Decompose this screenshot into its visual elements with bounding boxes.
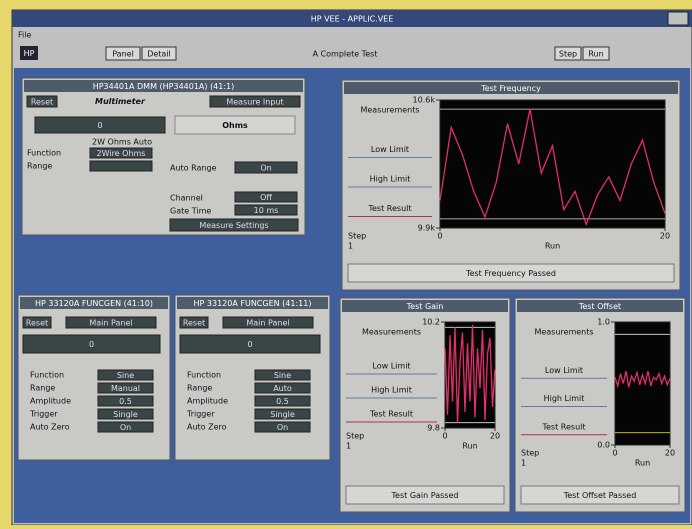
page: HP VEE - APPLIC.VEE File HP Panel Detail Step… xyxy=(0,0,692,525)
x-tick-label: 0 xyxy=(612,449,617,458)
trace-label: Low Limit xyxy=(545,366,583,375)
field-label: Amplitude xyxy=(30,397,71,406)
field-label: Trigger xyxy=(29,410,58,419)
main-panel-button: Main Panel xyxy=(246,319,289,328)
settings-button: Measure Settings xyxy=(199,221,268,230)
panel-title: HP 33120A FUNCGEN (41:11) xyxy=(194,299,312,308)
window-title: HP VEE - APPLIC.VEE xyxy=(311,15,394,24)
step-label: Step xyxy=(348,232,366,241)
trace-label: Low Limit xyxy=(372,362,410,371)
step-value: 1 xyxy=(521,459,526,468)
x-axis-label: Run xyxy=(545,242,560,251)
field-label: Auto Range xyxy=(170,164,217,173)
field-label: Amplitude xyxy=(187,397,228,406)
x-axis-label: Run xyxy=(635,459,650,468)
panel-title: HP34401A DMM (HP34401A) (41:1) xyxy=(93,82,235,91)
channel-value: Off xyxy=(260,193,272,202)
field-label: Channel xyxy=(170,194,203,203)
field-value: On xyxy=(120,423,131,432)
y-tick-label: 10.6k xyxy=(413,96,436,105)
x-tick-label: 20 xyxy=(660,232,670,241)
reading: 0 xyxy=(247,340,252,349)
reading: 0 xyxy=(89,340,94,349)
step-label: Step xyxy=(521,449,539,458)
field-value: Manual xyxy=(111,384,140,393)
field-value: 0.5 xyxy=(276,397,289,406)
panel-title: HP 33120A FUNCGEN (41:10) xyxy=(35,299,153,308)
logo-text: HP xyxy=(24,49,35,58)
field-label: Range xyxy=(187,384,212,393)
field-label: Function xyxy=(27,149,61,158)
trace-label: Measurements xyxy=(362,328,421,337)
field-value: On xyxy=(277,423,288,432)
field-label: Gate Time xyxy=(170,207,211,216)
status: Test Gain Passed xyxy=(391,491,459,500)
field-label: Range xyxy=(30,384,55,393)
step-label: Step xyxy=(346,432,364,441)
trace-label: High Limit xyxy=(371,386,412,395)
status: Test Offset Passed xyxy=(563,491,637,500)
x-tick-label: 0 xyxy=(437,232,442,241)
trace-label: High Limit xyxy=(370,175,411,184)
menu-item: File xyxy=(18,31,31,40)
auto-range-value: On xyxy=(260,164,271,173)
range-box[interactable] xyxy=(90,161,152,171)
y-tick-label: 0.0 xyxy=(597,441,610,450)
x-axis-label: Run xyxy=(462,442,477,451)
step-value: 1 xyxy=(346,442,351,451)
reset-button: Reset xyxy=(31,98,53,107)
x-tick-label: 20 xyxy=(490,432,500,441)
screen: HP VEE - APPLIC.VEE File HP Panel Detail Step… xyxy=(0,0,692,525)
trace-label: Test Result xyxy=(367,204,411,213)
field-label: Auto Zero xyxy=(30,423,70,432)
program-title: A Complete Test xyxy=(313,50,378,59)
trace-label: Measurements xyxy=(534,328,593,337)
panel-title: Test Offset xyxy=(578,302,621,311)
field-value: Single xyxy=(270,410,295,419)
field-label: Function xyxy=(30,371,64,380)
x-tick-label: 20 xyxy=(665,449,675,458)
field-label: Trigger xyxy=(186,410,215,419)
toolbar-button-label: Panel xyxy=(112,50,134,59)
status: Test Frequency Passed xyxy=(465,269,556,278)
field-value: Sine xyxy=(274,371,291,380)
reset-button: Reset xyxy=(26,319,48,328)
units: Ohms xyxy=(222,121,248,130)
field-label: Auto Zero xyxy=(187,423,227,432)
field-value: Sine xyxy=(117,371,134,380)
field-value: Single xyxy=(113,410,138,419)
toolbar-button-label: Run xyxy=(588,50,603,59)
mode: 2W Ohms Auto xyxy=(92,138,152,147)
toolbar-button-label: Step xyxy=(559,50,577,59)
plot-area xyxy=(445,322,495,428)
gate-value: 10 ms xyxy=(254,206,279,215)
field-label: Function xyxy=(187,371,221,380)
trace-label: Low Limit xyxy=(371,145,409,154)
field-value: Auto xyxy=(273,384,292,393)
field-value: 0.5 xyxy=(119,397,132,406)
hold-button: Measure Input xyxy=(226,98,283,107)
y-tick-label: 1.0 xyxy=(597,318,610,327)
y-tick-label: 9.8 xyxy=(427,424,440,433)
y-tick-label: 9.9k xyxy=(418,224,436,233)
field-label: Range xyxy=(27,162,52,171)
step-value: 1 xyxy=(348,242,353,251)
panel-title: Test Frequency xyxy=(480,84,541,93)
x-tick-label: 0 xyxy=(442,432,447,441)
toolbar-button-label: Detail xyxy=(147,50,171,59)
main-panel-button: Main Panel xyxy=(89,319,132,328)
y-tick-label: 10.2 xyxy=(422,318,440,327)
trace-label: Test Result xyxy=(541,422,585,431)
instrument-name: Multimeter xyxy=(95,97,146,106)
trace-label: Test Result xyxy=(369,410,413,419)
function-value: 2Wire Ohms xyxy=(97,149,146,158)
panel-title: Test Gain xyxy=(406,302,444,311)
reset-button: Reset xyxy=(183,319,205,328)
reading: 0 xyxy=(97,121,102,130)
trace-label: High Limit xyxy=(544,394,585,403)
trace-label: Measurements xyxy=(360,106,419,115)
close-button[interactable] xyxy=(668,12,688,25)
